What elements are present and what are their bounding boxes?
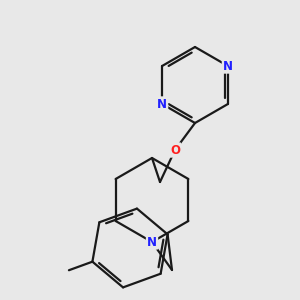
Text: N: N xyxy=(147,236,157,248)
Text: O: O xyxy=(170,143,180,157)
Text: N: N xyxy=(223,59,233,73)
Text: N: N xyxy=(157,98,167,110)
